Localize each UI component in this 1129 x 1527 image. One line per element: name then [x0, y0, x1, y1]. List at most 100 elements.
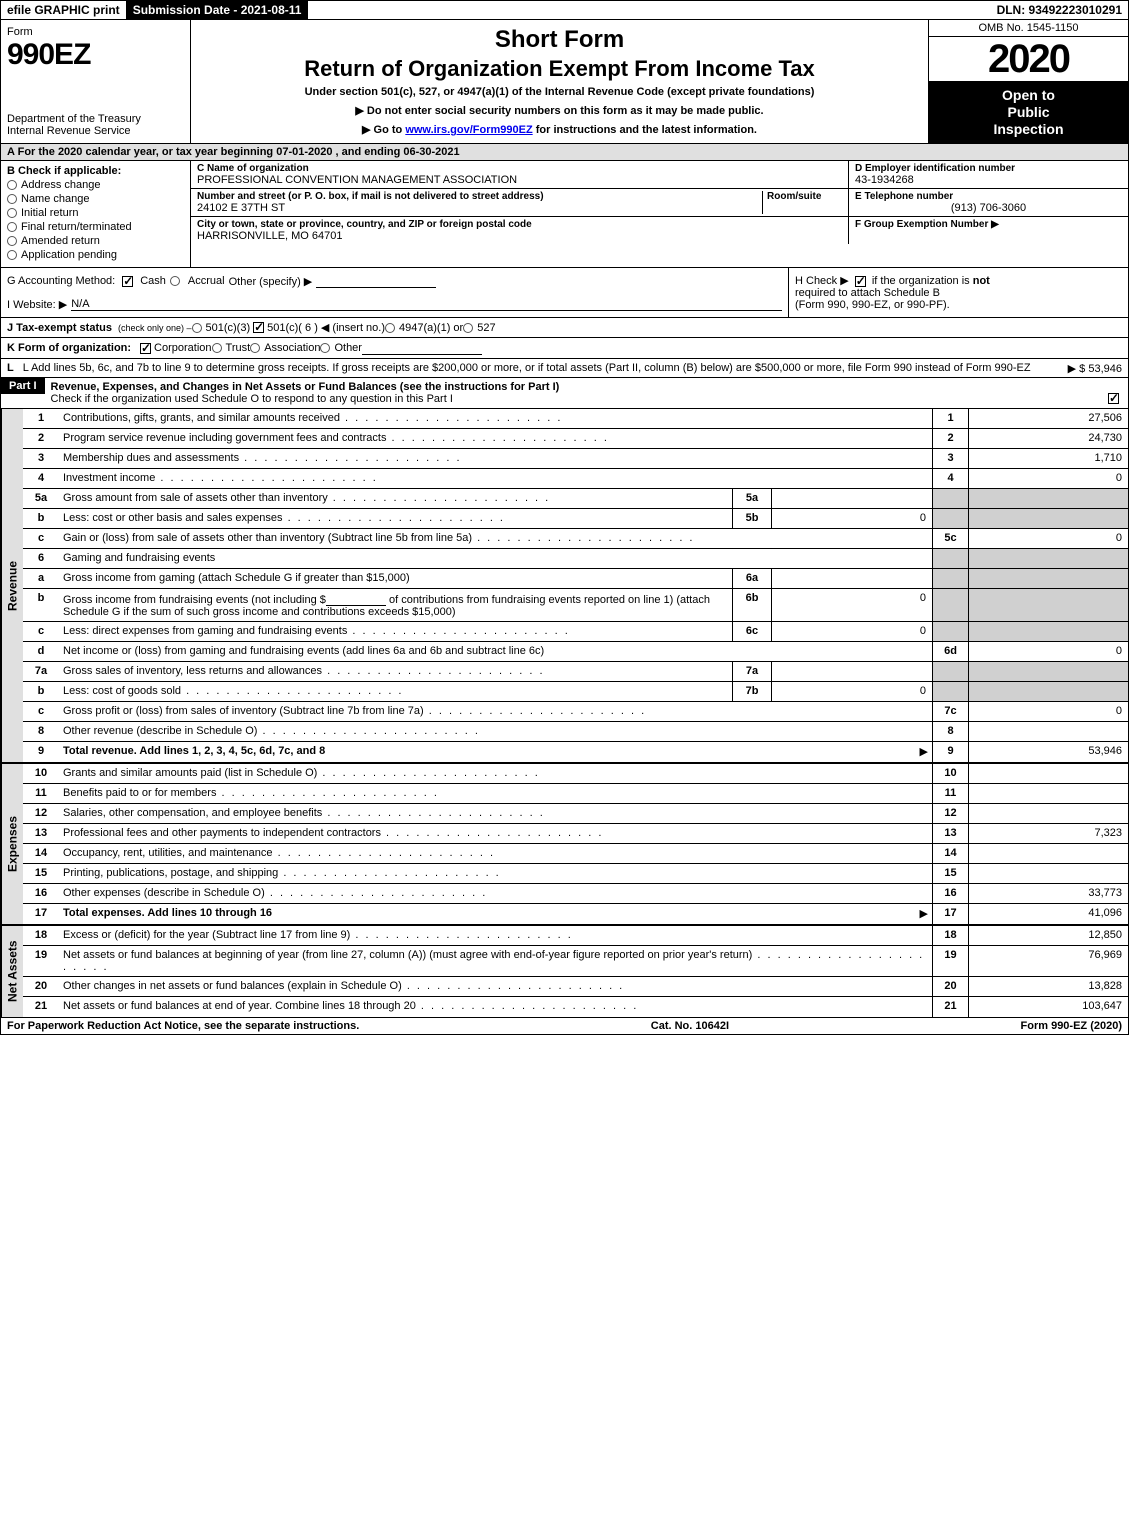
numcol-6d: 6d	[932, 642, 968, 661]
line-7a: 7aGross sales of inventory, less returns…	[23, 662, 1128, 682]
header-right: OMB No. 1545-1150 2020 Open to Public In…	[928, 20, 1128, 143]
chk-corporation[interactable]	[140, 343, 151, 354]
minicol-6a: 6a	[732, 569, 772, 588]
chk-name-change[interactable]: Name change	[7, 193, 184, 205]
desc-20: Other changes in net assets or fund bala…	[59, 977, 932, 996]
minival-7b: 0	[772, 682, 932, 701]
cash-label: Cash	[140, 275, 166, 287]
dept-treasury: Department of the Treasury	[7, 113, 184, 125]
val-20: 13,828	[968, 977, 1128, 996]
line-6a: aGross income from gaming (attach Schedu…	[23, 569, 1128, 589]
ln-5a: 5a	[23, 489, 59, 508]
numcol-20: 20	[932, 977, 968, 996]
l-text: L Add lines 5b, 6c, and 7b to line 9 to …	[23, 362, 1031, 374]
minicol-6c: 6c	[732, 622, 772, 641]
val-18: 12,850	[968, 926, 1128, 945]
part1-check-line: Check if the organization used Schedule …	[51, 393, 453, 405]
chk-initial-return-label: Initial return	[21, 207, 78, 219]
ln-7c: c	[23, 702, 59, 721]
ln-10: 10	[23, 764, 59, 783]
other-specify-line[interactable]	[316, 274, 436, 288]
form-number: 990EZ	[7, 38, 184, 72]
numcol-18: 18	[932, 926, 968, 945]
efile-print-cell[interactable]: efile GRAPHIC print	[1, 1, 127, 19]
i-label: I Website: ▶	[7, 298, 67, 311]
numcol-21: 21	[932, 997, 968, 1017]
desc-10: Grants and similar amounts paid (list in…	[59, 764, 932, 783]
chk-amended-return[interactable]: Amended return	[7, 235, 184, 247]
ln-18: 18	[23, 926, 59, 945]
open-public-box: Open to Public Inspection	[929, 81, 1128, 143]
desc-5a: Gross amount from sale of assets other t…	[59, 489, 732, 508]
box-e: E Telephone number (913) 706-3060	[848, 189, 1128, 216]
i-line: I Website: ▶ N/A	[7, 298, 782, 311]
k-other-line[interactable]	[362, 341, 482, 355]
d-label: D Employer identification number	[855, 163, 1122, 174]
desc-17: Total expenses. Add lines 10 through 16 …	[59, 904, 932, 924]
k-other-label: Other	[334, 342, 362, 354]
chk-h[interactable]	[855, 276, 866, 287]
chk-association[interactable]	[250, 343, 260, 353]
line-18: 18Excess or (deficit) for the year (Subt…	[23, 926, 1128, 946]
room-label: Room/suite	[767, 191, 842, 202]
chk-501c3[interactable]	[192, 323, 202, 333]
desc-7c: Gross profit or (loss) from sales of inv…	[59, 702, 932, 721]
minival-7a	[772, 662, 932, 681]
val-17: 41,096	[968, 904, 1128, 924]
ln-6c: c	[23, 622, 59, 641]
chk-final-return[interactable]: Final return/terminated	[7, 221, 184, 233]
inspection: Inspection	[935, 121, 1122, 138]
line-10: 10Grants and similar amounts paid (list …	[23, 764, 1128, 784]
footer-form-ref: Form 990-EZ (2020)	[1021, 1020, 1122, 1032]
numcol-10: 10	[932, 764, 968, 783]
line-7c: cGross profit or (loss) from sales of in…	[23, 702, 1128, 722]
numcol-13: 13	[932, 824, 968, 843]
val-3: 1,710	[968, 449, 1128, 468]
chk-initial-return[interactable]: Initial return	[7, 207, 184, 219]
numcol-15: 15	[932, 864, 968, 883]
minival-6c: 0	[772, 622, 932, 641]
form-word: Form	[7, 26, 184, 38]
val-4: 0	[968, 469, 1128, 488]
dln-cell: DLN: 93492223010291	[991, 1, 1128, 19]
desc-8: Other revenue (describe in Schedule O)	[59, 722, 932, 741]
desc-14: Occupancy, rent, utilities, and maintena…	[59, 844, 932, 863]
chk-4947[interactable]	[385, 323, 395, 333]
desc-4: Investment income	[59, 469, 932, 488]
val-19: 76,969	[968, 946, 1128, 976]
val-6c	[968, 622, 1128, 641]
chk-trust[interactable]	[212, 343, 222, 353]
chk-other-org[interactable]	[320, 343, 330, 353]
footer-left: For Paperwork Reduction Act Notice, see …	[7, 1020, 359, 1032]
chk-501c[interactable]	[253, 322, 264, 333]
line-3: 3Membership dues and assessments31,710	[23, 449, 1128, 469]
part1-title: Revenue, Expenses, and Changes in Net As…	[51, 381, 560, 393]
chk-schedule-o[interactable]	[1108, 393, 1119, 404]
chk-address-change[interactable]: Address change	[7, 179, 184, 191]
ln-4: 4	[23, 469, 59, 488]
part1-title-block: Revenue, Expenses, and Changes in Net As…	[45, 378, 1128, 408]
val-6a	[968, 569, 1128, 588]
chk-accrual[interactable]	[170, 276, 180, 286]
k-corp-label: Corporation	[154, 342, 211, 354]
chk-527[interactable]	[463, 323, 473, 333]
ln-21: 21	[23, 997, 59, 1017]
val-9: 53,946	[968, 742, 1128, 762]
numcol-5c: 5c	[932, 529, 968, 548]
irs-link[interactable]: www.irs.gov/Form990EZ	[405, 124, 532, 136]
chk-cash[interactable]	[122, 276, 133, 287]
k-trust-label: Trust	[226, 342, 251, 354]
desc-16: Other expenses (describe in Schedule O)	[59, 884, 932, 903]
val-8	[968, 722, 1128, 741]
desc-7b: Less: cost of goods sold	[59, 682, 732, 701]
desc-5c: Gain or (loss) from sale of assets other…	[59, 529, 932, 548]
minival-5b: 0	[772, 509, 932, 528]
box-c-name: C Name of organization PROFESSIONAL CONV…	[191, 161, 848, 188]
h-text2: if the organization is	[872, 275, 970, 287]
box-h: H Check ▶ if the organization is not req…	[788, 268, 1128, 317]
desc-6d: Net income or (loss) from gaming and fun…	[59, 642, 932, 661]
accrual-label: Accrual	[188, 275, 225, 287]
val-7b	[968, 682, 1128, 701]
ln-5b: b	[23, 509, 59, 528]
chk-application-pending[interactable]: Application pending	[7, 249, 184, 261]
